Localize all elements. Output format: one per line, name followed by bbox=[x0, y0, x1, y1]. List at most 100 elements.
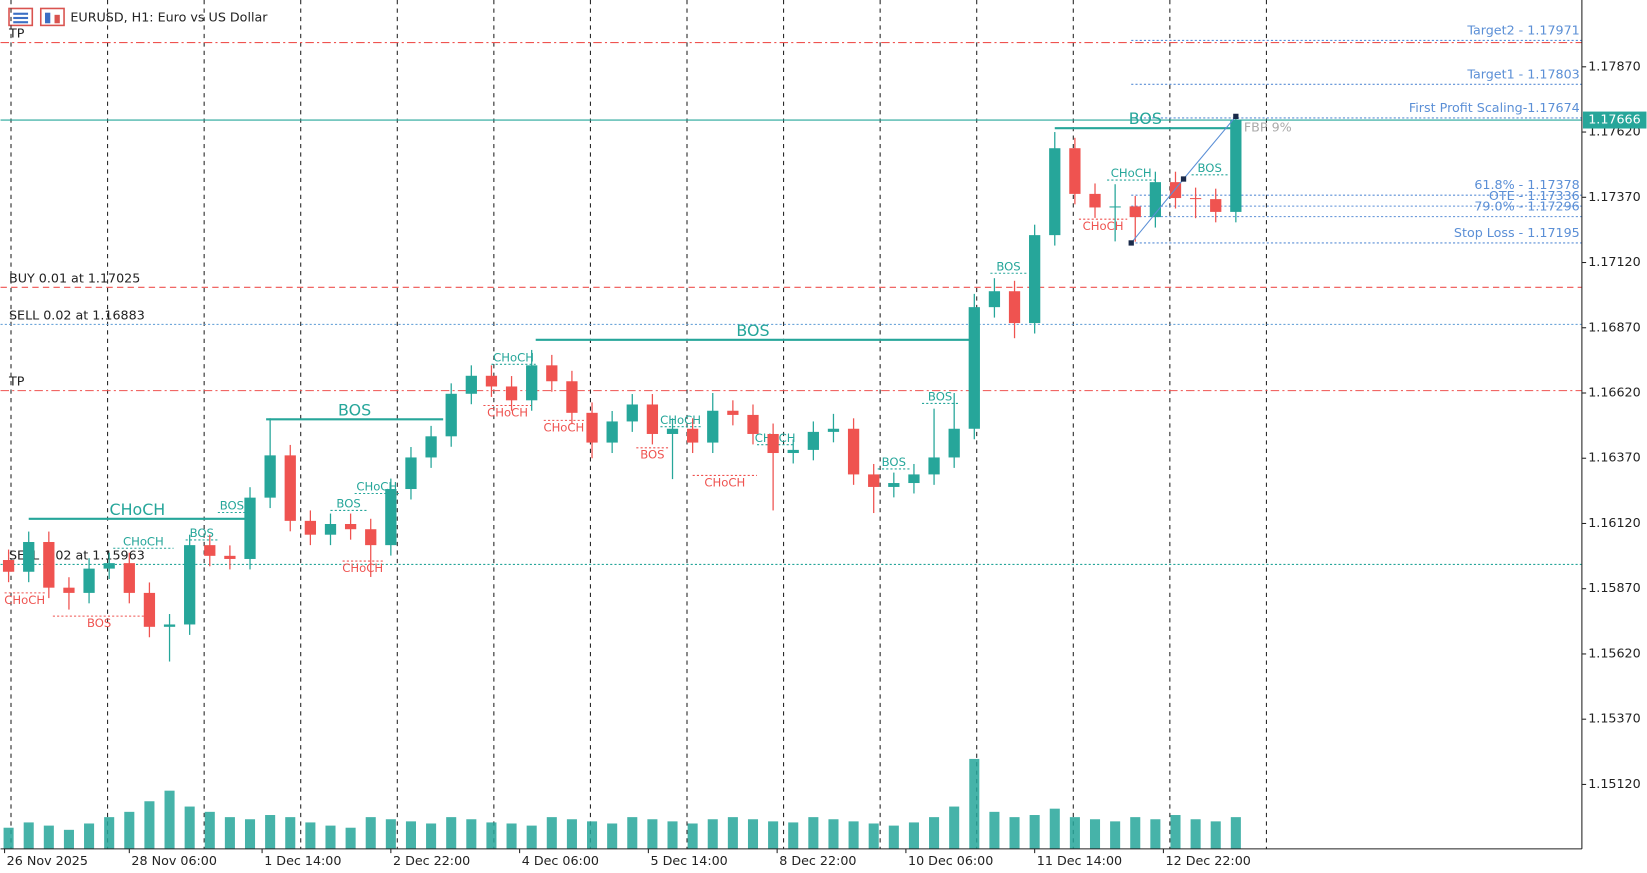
candle-body bbox=[868, 474, 880, 487]
candle-body bbox=[1149, 182, 1162, 218]
volume-bar bbox=[1170, 815, 1181, 849]
volume-bar bbox=[989, 811, 1000, 849]
swing-point bbox=[1128, 240, 1134, 246]
level-label: 61.8% - 1.17378 bbox=[1474, 177, 1579, 192]
candle-body bbox=[465, 375, 477, 394]
x-tick-label: 4 Dec 06:00 bbox=[522, 853, 599, 868]
candle-body bbox=[324, 523, 337, 535]
volume-bar bbox=[788, 822, 799, 849]
volume-bar bbox=[627, 817, 638, 849]
candle-body bbox=[244, 497, 256, 559]
volume-bar bbox=[164, 790, 175, 849]
candle-body bbox=[948, 428, 960, 458]
candle-body bbox=[908, 474, 920, 484]
volume-bar bbox=[949, 806, 960, 849]
candle-body bbox=[405, 457, 417, 490]
structure-label: BOS bbox=[882, 455, 906, 469]
volume-bar bbox=[63, 829, 74, 849]
volume-bar bbox=[647, 819, 658, 849]
candle-body bbox=[747, 414, 759, 434]
candle-body bbox=[143, 592, 156, 627]
y-tick-label: 1.15870 bbox=[1588, 580, 1640, 595]
candle-body bbox=[1230, 120, 1242, 212]
x-tick-label: 11 Dec 14:00 bbox=[1037, 853, 1122, 868]
y-tick-label: 1.16620 bbox=[1588, 384, 1640, 399]
y-tick-label: 1.16870 bbox=[1588, 319, 1640, 334]
structure-label: CHoCH bbox=[487, 405, 528, 419]
volume-bar bbox=[486, 822, 497, 849]
volume-bar bbox=[768, 821, 779, 849]
volume-bar bbox=[566, 819, 577, 849]
volume-bar bbox=[84, 823, 95, 849]
candle-body bbox=[1210, 199, 1222, 212]
candle-body bbox=[1109, 206, 1121, 208]
candle-body bbox=[284, 455, 296, 521]
candle-body bbox=[546, 365, 558, 382]
candle-body bbox=[847, 428, 860, 475]
volume-bar bbox=[687, 823, 698, 849]
structure-label: BOS bbox=[736, 321, 769, 340]
y-tick-label: 1.16370 bbox=[1588, 450, 1640, 465]
volume-bar bbox=[1009, 817, 1020, 849]
structure-label: BOS bbox=[338, 400, 371, 419]
volume-bar bbox=[385, 819, 396, 849]
level-label: SELL 0.02 at 1.16883 bbox=[9, 307, 145, 322]
candle-body bbox=[666, 428, 679, 434]
y-tick-label: 1.17370 bbox=[1588, 189, 1640, 204]
structure-label: BOS bbox=[87, 616, 111, 630]
volume-bar bbox=[969, 758, 980, 849]
candle-body bbox=[2, 560, 15, 572]
candle-body bbox=[505, 386, 518, 401]
candle-body bbox=[264, 455, 276, 498]
volume-bar bbox=[184, 806, 195, 849]
volume-bar bbox=[747, 819, 759, 849]
candle-body bbox=[1049, 148, 1061, 236]
chart-title: EURUSD, H1: Euro vs US Dollar bbox=[70, 9, 268, 24]
volume-bar bbox=[808, 817, 819, 849]
candle-body bbox=[1189, 198, 1202, 200]
level-label: BUY 0.01 at 1.17025 bbox=[9, 270, 140, 285]
current-price-label: 1.17666 bbox=[1588, 112, 1640, 127]
volume-bar bbox=[1230, 817, 1241, 849]
volume-bar bbox=[667, 821, 678, 849]
level-label: OTE - 1.17336 bbox=[1489, 188, 1580, 203]
volume-bar bbox=[325, 825, 336, 849]
volume-bar bbox=[506, 823, 517, 849]
structure-label: CHoCH bbox=[342, 561, 383, 575]
swing-point bbox=[1233, 113, 1239, 120]
candle-body bbox=[566, 381, 578, 413]
x-tick-label: 5 Dec 14:00 bbox=[650, 853, 727, 868]
volume-bar bbox=[828, 819, 839, 849]
current-price-box bbox=[1582, 111, 1647, 129]
volume-bar bbox=[345, 827, 356, 849]
volume-bar bbox=[104, 817, 115, 849]
volume-bar bbox=[1089, 819, 1101, 849]
candle-body bbox=[485, 375, 498, 387]
candle-body bbox=[646, 404, 659, 434]
fbp-label: FBP 9% bbox=[1244, 120, 1292, 135]
volume-bar bbox=[1190, 819, 1201, 849]
volume-bar bbox=[607, 823, 618, 849]
volume-bar bbox=[305, 822, 316, 849]
candle-body bbox=[123, 563, 135, 593]
level-label: Target1 - 1.17803 bbox=[1466, 66, 1579, 81]
structure-label: BOS bbox=[640, 448, 664, 462]
volume-bar bbox=[365, 817, 376, 849]
structure-label: CHoCH bbox=[493, 350, 534, 364]
candle-body bbox=[928, 457, 940, 475]
candle-body bbox=[1169, 182, 1182, 199]
volume-bar bbox=[707, 819, 718, 849]
volume-bar bbox=[1049, 808, 1060, 849]
candle-body bbox=[1029, 235, 1041, 324]
candle-body bbox=[445, 393, 457, 437]
volume-bar bbox=[848, 821, 859, 849]
volume-bar bbox=[1069, 817, 1080, 849]
candle-body bbox=[304, 520, 317, 535]
structure-label: CHoCH bbox=[4, 593, 45, 607]
candle-body bbox=[1008, 291, 1021, 324]
volume-bar bbox=[3, 827, 14, 849]
candle-body bbox=[888, 483, 900, 487]
level-label: Target2 - 1.17971 bbox=[1466, 22, 1579, 37]
